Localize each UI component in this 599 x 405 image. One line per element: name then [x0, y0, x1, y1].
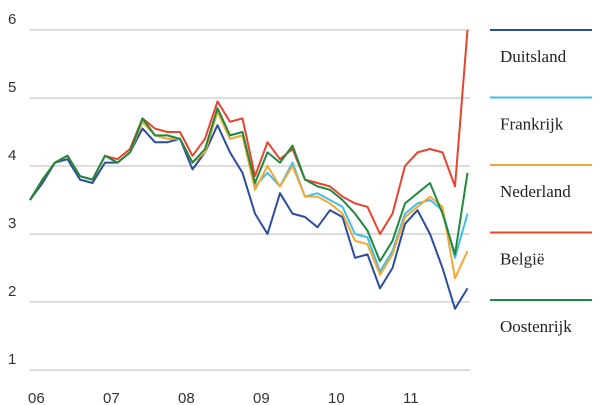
series-line: [29, 29, 469, 235]
y-tick-label: 2: [8, 283, 16, 300]
y-tick-label: 6: [8, 11, 16, 28]
x-tick-label: 06: [28, 390, 45, 405]
x-tick-label: 07: [103, 390, 120, 405]
y-tick-label: 4: [8, 147, 16, 164]
legend-label: België: [500, 250, 544, 269]
legend-label: Frankrijk: [500, 115, 564, 134]
legend-label: Nederland: [500, 182, 571, 201]
x-tick-label: 11: [403, 390, 419, 405]
y-tick-label: 5: [8, 79, 16, 96]
series-line: [29, 124, 469, 310]
y-tick-label: 1: [8, 351, 16, 368]
x-tick-label: 08: [178, 390, 195, 405]
legend-label: Duitsland: [500, 47, 567, 66]
x-tick-label: 09: [253, 390, 270, 405]
y-tick-label: 3: [8, 215, 16, 232]
x-tick-label: 10: [328, 390, 345, 405]
series-line: [29, 107, 469, 263]
legend-label: Oostenrijk: [500, 317, 572, 336]
